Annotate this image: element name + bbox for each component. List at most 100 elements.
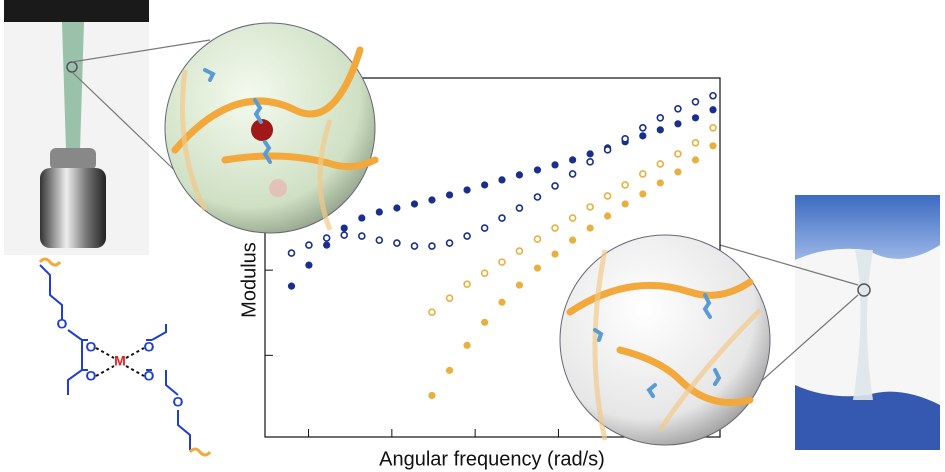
data-point (287, 249, 296, 257)
atom-label: O (173, 394, 184, 410)
data-point (340, 231, 349, 239)
data-point (428, 196, 436, 204)
data-point (656, 114, 665, 122)
data-point (393, 239, 401, 247)
data-point (498, 214, 506, 222)
data-point (533, 235, 542, 243)
data-point (568, 170, 577, 178)
data-point (603, 192, 612, 200)
data-point (322, 234, 331, 242)
photo-left (4, 0, 149, 255)
data-point (639, 170, 647, 178)
data-point (533, 193, 542, 201)
data-point (375, 208, 383, 216)
data-point (674, 168, 682, 176)
data-point (340, 224, 348, 232)
data-point (463, 280, 471, 288)
atom-label: O (57, 316, 68, 332)
data-point (393, 204, 401, 212)
data-point (480, 269, 489, 277)
zoom-line (719, 244, 859, 286)
data-point (515, 247, 524, 255)
data-point (551, 161, 559, 169)
data-point (569, 236, 577, 244)
y-axis-label: Modulus (238, 242, 260, 318)
atom-label: O (86, 339, 97, 355)
data-point (709, 106, 717, 114)
data-point (709, 123, 717, 132)
data-point (498, 258, 506, 266)
data-point (603, 146, 612, 154)
data-point (586, 224, 594, 232)
data-point (586, 158, 594, 166)
data-point (691, 139, 700, 147)
data-point (463, 232, 471, 240)
data-point (445, 239, 454, 247)
data-point (498, 298, 506, 306)
data-point (481, 318, 489, 326)
data-point (480, 224, 489, 232)
data-point (445, 294, 454, 302)
data-point (569, 156, 577, 164)
data-point (621, 181, 629, 189)
data-point (463, 341, 471, 349)
data-point (674, 120, 682, 128)
data-point (463, 186, 471, 194)
chemical-structure (38, 257, 212, 457)
data-point (305, 261, 313, 269)
data-point (410, 200, 419, 208)
data-point (656, 126, 664, 134)
data-point (639, 190, 647, 198)
data-point (533, 264, 542, 272)
data-point (445, 366, 454, 374)
data-point (709, 91, 717, 100)
data-point (375, 236, 384, 244)
data-point (305, 241, 313, 249)
data-point (551, 182, 559, 190)
data-point (656, 160, 665, 168)
data-point (358, 214, 366, 222)
network-sphere-right (559, 234, 771, 446)
data-point (323, 241, 331, 249)
zoom-line (71, 39, 211, 63)
data-point (709, 142, 717, 150)
atom-label: O (144, 339, 155, 355)
zoom-line (71, 71, 191, 186)
data-point (498, 176, 506, 184)
data-point (586, 150, 594, 158)
network-sphere-left (164, 22, 379, 234)
x-axis-label: Angular frequency (rad/s) (379, 448, 605, 470)
data-point (287, 282, 296, 290)
data-point (691, 97, 700, 106)
data-point (551, 224, 559, 232)
photo-right (795, 195, 940, 450)
data-point (481, 181, 489, 189)
data-point (639, 123, 647, 132)
data-point (639, 132, 647, 140)
data-point (621, 135, 629, 143)
data-point (358, 232, 366, 240)
data-point (428, 308, 436, 316)
atom-label: M (114, 353, 126, 369)
data-point (515, 204, 524, 212)
data-point (603, 212, 612, 220)
data-point (515, 171, 524, 179)
data-point (551, 250, 559, 258)
data-point (568, 214, 577, 222)
atom-label: O (144, 368, 155, 384)
atom-label: O (86, 368, 97, 384)
data-point (691, 114, 700, 122)
data-point (586, 203, 594, 211)
data-point (445, 191, 454, 199)
data-point (691, 156, 700, 164)
data-point (428, 242, 436, 250)
data-point (410, 242, 419, 250)
data-point (621, 200, 629, 208)
data-point (515, 281, 524, 289)
data-point (428, 391, 436, 400)
data-point (656, 179, 664, 187)
data-point (533, 166, 542, 174)
data-point (674, 150, 682, 158)
data-point (674, 104, 682, 113)
